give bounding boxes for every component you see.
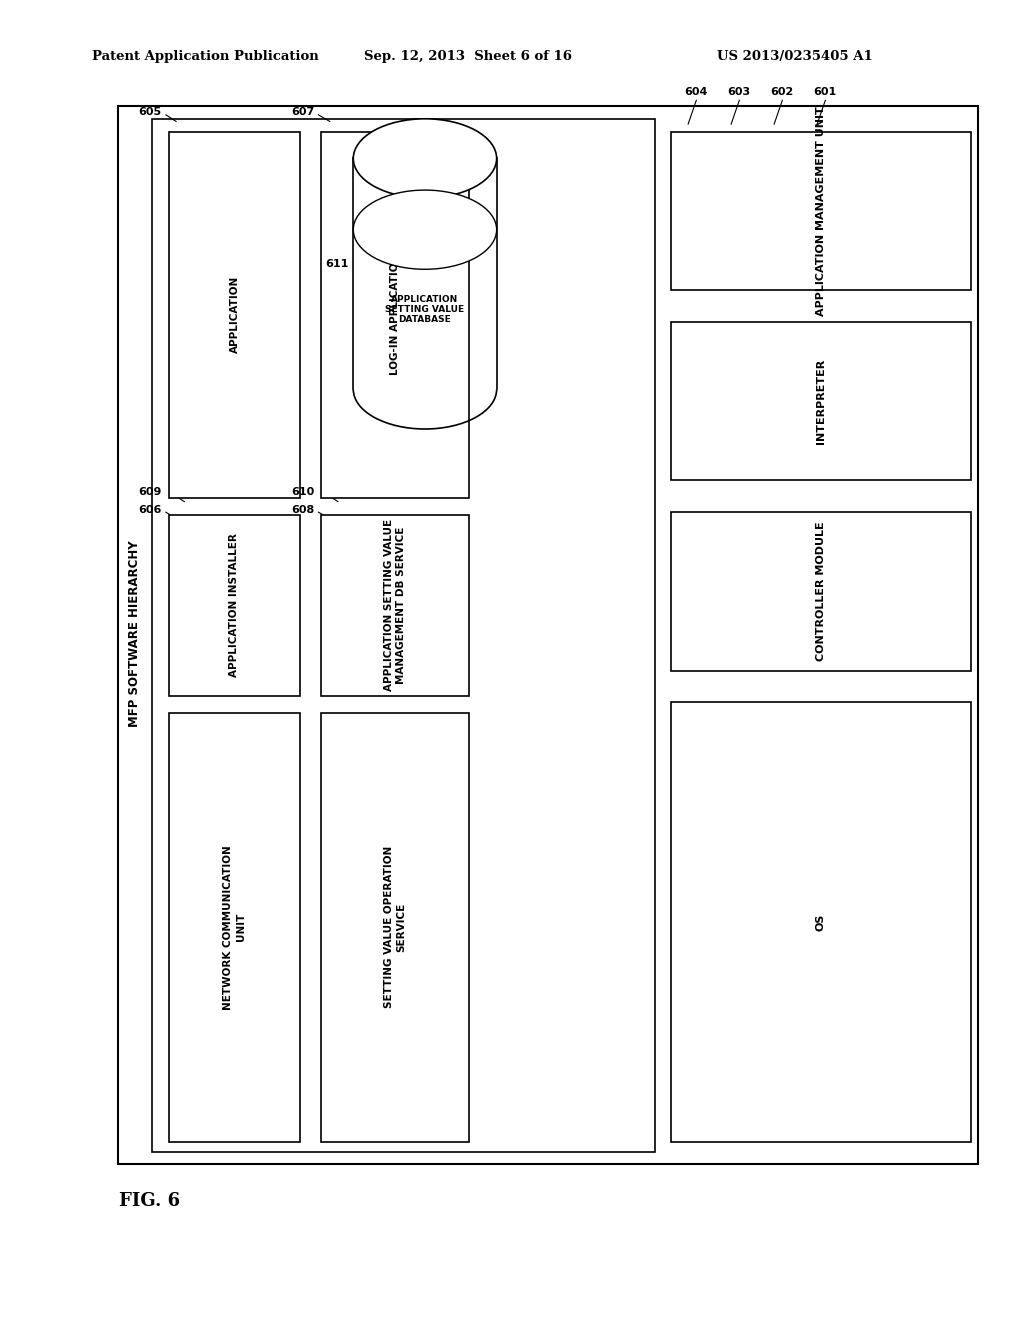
Text: APPLICATION MANAGEMENT UNIT: APPLICATION MANAGEMENT UNIT (816, 107, 825, 315)
Text: APPLICATION
SETTING VALUE
DATABASE: APPLICATION SETTING VALUE DATABASE (385, 294, 465, 325)
Bar (321, 515, 469, 696)
Text: 611: 611 (325, 259, 348, 269)
Bar (169, 515, 300, 696)
Bar (118, 106, 978, 1164)
Text: Patent Application Publication: Patent Application Publication (92, 50, 318, 63)
Text: 605: 605 (138, 107, 162, 117)
Text: Sep. 12, 2013  Sheet 6 of 16: Sep. 12, 2013 Sheet 6 of 16 (364, 50, 571, 63)
Bar (671, 512, 971, 671)
Text: 609: 609 (138, 487, 162, 498)
Bar (321, 132, 469, 498)
Text: APPLICATION: APPLICATION (229, 276, 240, 354)
Bar (152, 119, 655, 1152)
Text: MFP SOFTWARE HIERARCHY: MFP SOFTWARE HIERARCHY (128, 540, 140, 727)
Text: APPLICATION INSTALLER: APPLICATION INSTALLER (229, 533, 240, 677)
Text: 603: 603 (727, 87, 751, 98)
Ellipse shape (353, 119, 497, 198)
Text: APPLICATION SETTING VALUE
MANAGEMENT DB SERVICE: APPLICATION SETTING VALUE MANAGEMENT DB … (384, 519, 406, 692)
Text: US 2013/0235405 A1: US 2013/0235405 A1 (717, 50, 872, 63)
Bar (671, 132, 971, 290)
Text: 601: 601 (813, 87, 837, 98)
Text: NETWORK COMMUNICATION
UNIT: NETWORK COMMUNICATION UNIT (223, 845, 246, 1010)
Text: SETTING VALUE OPERATION
SERVICE: SETTING VALUE OPERATION SERVICE (384, 846, 406, 1008)
Bar (671, 702, 971, 1142)
Text: FIG. 6: FIG. 6 (119, 1192, 180, 1210)
Text: 606: 606 (138, 504, 162, 515)
Text: 604: 604 (684, 87, 708, 98)
Bar (169, 132, 300, 498)
Text: CONTROLLER MODULE: CONTROLLER MODULE (816, 521, 825, 661)
Text: 602: 602 (770, 87, 794, 98)
Bar (671, 322, 971, 480)
Ellipse shape (353, 190, 497, 269)
Text: LOG-IN APPLICATION: LOG-IN APPLICATION (390, 255, 399, 375)
Text: INTERPRETER: INTERPRETER (816, 359, 825, 444)
Bar (169, 713, 300, 1142)
Bar (321, 713, 469, 1142)
Text: 608: 608 (291, 504, 314, 515)
Text: OS: OS (816, 913, 825, 931)
Text: 607: 607 (291, 107, 314, 117)
Text: 610: 610 (291, 487, 314, 498)
